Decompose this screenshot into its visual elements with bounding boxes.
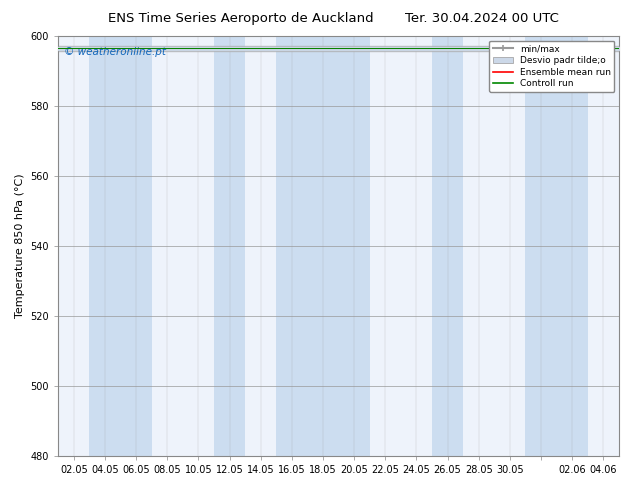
Bar bbox=[557, 36, 588, 456]
Bar bbox=[120, 36, 152, 456]
Bar bbox=[89, 36, 120, 456]
Bar bbox=[214, 36, 245, 456]
Y-axis label: Temperature 850 hPa (°C): Temperature 850 hPa (°C) bbox=[15, 174, 25, 318]
Legend: min/max, Desvio padr tilde;o, Ensemble mean run, Controll run: min/max, Desvio padr tilde;o, Ensemble m… bbox=[489, 41, 614, 92]
Bar bbox=[276, 36, 307, 456]
Bar bbox=[307, 36, 339, 456]
Text: Ter. 30.04.2024 00 UTC: Ter. 30.04.2024 00 UTC bbox=[405, 12, 559, 25]
Text: ENS Time Series Aeroporto de Auckland: ENS Time Series Aeroporto de Auckland bbox=[108, 12, 373, 25]
Bar bbox=[339, 36, 370, 456]
Text: © weatheronline.pt: © weatheronline.pt bbox=[64, 47, 166, 57]
Bar bbox=[432, 36, 463, 456]
Bar bbox=[526, 36, 557, 456]
